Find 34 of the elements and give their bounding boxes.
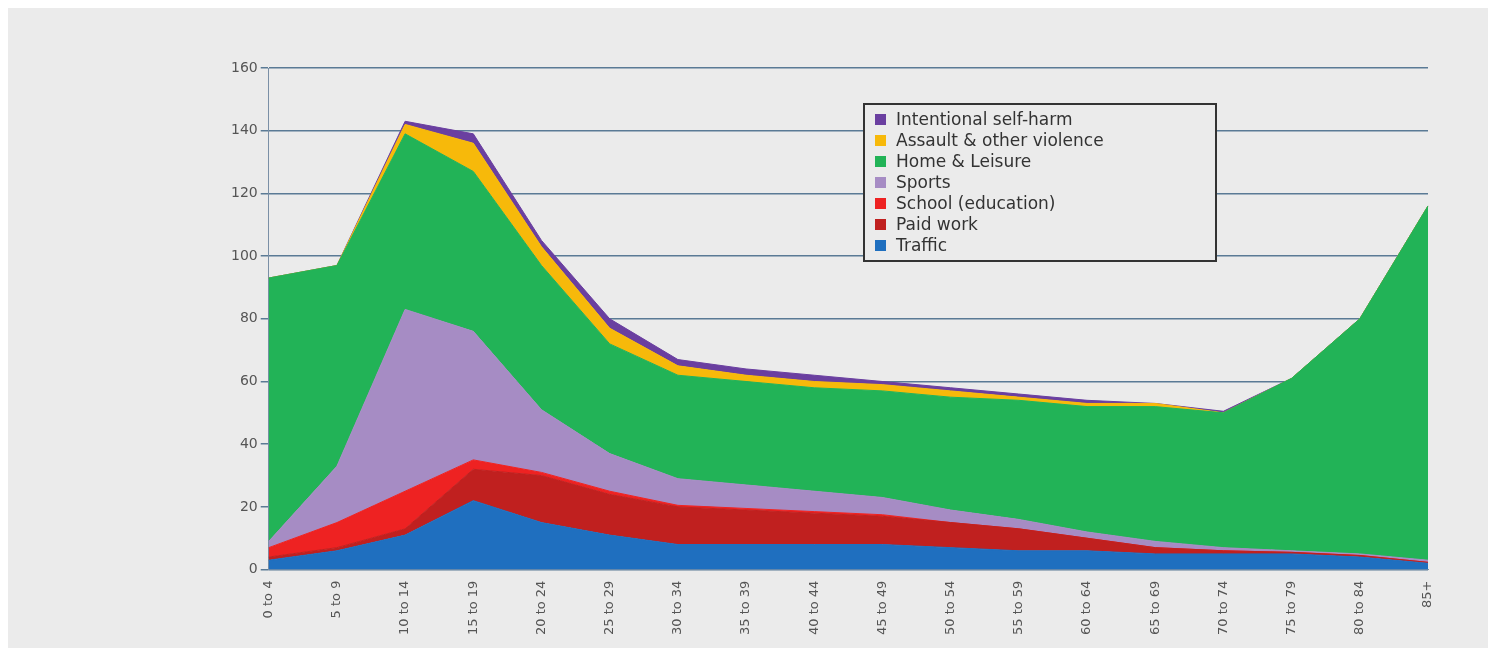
legend-label: Paid work	[896, 214, 978, 235]
legend-label: Home & Leisure	[896, 151, 1032, 172]
y-tick-label: 0	[248, 560, 258, 577]
x-tick-label: 75 to 79	[1282, 580, 1298, 636]
x-tick-label: 5 to 9	[328, 580, 344, 619]
x-tick-label: 20 to 24	[532, 580, 548, 636]
x-tick-label: 40 to 44	[805, 580, 821, 636]
x-tick-label: 45 to 49	[873, 580, 889, 636]
y-tick-label: 80	[239, 309, 258, 326]
y-tick-label: 140	[230, 121, 258, 138]
x-tick-label: 35 to 39	[737, 580, 753, 636]
x-tick-label: 60 to 64	[1078, 580, 1094, 636]
x-tick-label: 30 to 34	[669, 580, 685, 636]
x-tick-label: 0 to 4	[260, 580, 276, 619]
legend-label: School (education)	[896, 193, 1056, 214]
legend-label: Sports	[896, 172, 951, 193]
y-tick-label: 160	[230, 58, 258, 75]
x-tick-label: 50 to 54	[942, 580, 958, 636]
x-tick-label: 70 to 74	[1214, 580, 1230, 636]
x-tick-label: 85+	[1419, 580, 1435, 609]
x-tick-label: 25 to 29	[601, 580, 617, 636]
legend-label: Assault & other violence	[896, 130, 1104, 151]
y-tick-label: 40	[239, 434, 258, 451]
x-tick-label: 65 to 69	[1146, 580, 1162, 636]
legend-label: Traffic	[896, 235, 948, 256]
y-tick-label: 120	[230, 184, 258, 201]
y-tick-label: 20	[239, 497, 258, 514]
x-tick-label: 80 to 84	[1351, 580, 1367, 636]
x-tick-label: 15 to 19	[464, 580, 480, 636]
legend-label: Intentional self-harm	[896, 109, 1073, 130]
y-tick-label: 60	[239, 372, 258, 389]
x-tick-label: 55 to 59	[1010, 580, 1026, 636]
x-tick-label: 10 to 14	[396, 580, 412, 636]
y-tick-label: 100	[230, 246, 258, 263]
